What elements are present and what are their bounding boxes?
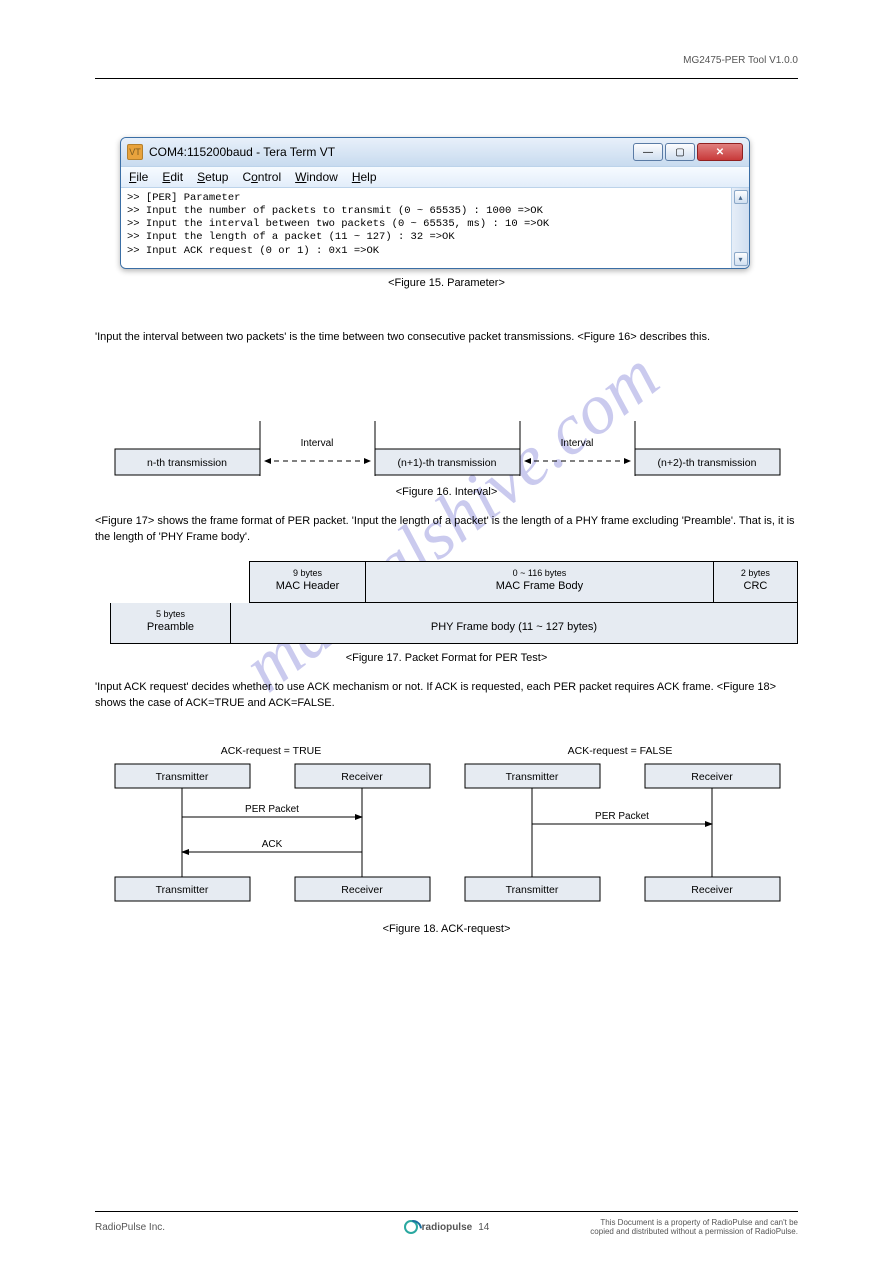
fig17-body-label: MAC Frame Body	[366, 580, 713, 592]
figure18-caption: <Figure 18. ACK-request>	[95, 923, 798, 935]
fig17-preamble: 5 bytes Preamble	[110, 603, 231, 644]
scroll-up-icon[interactable]: ▴	[734, 190, 748, 204]
fig18-r-per: PER Packet	[595, 811, 649, 822]
logo-ring-icon	[404, 1220, 418, 1234]
fig18-r-rx-top: Receiver	[691, 771, 733, 783]
menu-control[interactable]: Control	[242, 170, 281, 184]
fig17-header-bytes: 9 bytes	[250, 568, 365, 578]
fig18-l-rx-bot: Receiver	[341, 884, 383, 896]
footer-logo: radiopulse 14	[404, 1220, 490, 1234]
footer-brand: radiopulse	[422, 1222, 473, 1233]
page-footer: RadioPulse Inc. radiopulse 14 This Docum…	[95, 1211, 798, 1237]
fig17-crc-label: CRC	[714, 580, 797, 592]
menu-bar: File Edit Setup Control Window Help	[121, 166, 749, 188]
paragraph-3: 'Input ACK request' decides whether to u…	[95, 679, 798, 712]
menu-setup[interactable]: Setup	[197, 170, 228, 184]
scroll-down-icon[interactable]: ▾	[734, 252, 748, 266]
figure17-caption: <Figure 17. Packet Format for PER Test>	[95, 652, 798, 664]
fig17-preamble-label: Preamble	[111, 621, 230, 633]
fig16-interval2: Interval	[561, 438, 594, 449]
figure16-caption: <Figure 16. Interval>	[95, 486, 798, 498]
fig18-l-ack: ACK	[262, 839, 283, 850]
figure16-diagram: n-th transmission (n+1)-th transmission …	[95, 391, 798, 498]
fig16-interval1: Interval	[301, 438, 334, 449]
fig17-mac-body: 0 ~ 116 bytes MAC Frame Body	[366, 561, 714, 603]
footer-company: RadioPulse Inc.	[95, 1222, 327, 1233]
header-version: MG2475-PER Tool V1.0.0	[95, 55, 798, 66]
fig18-r-tx-bot: Transmitter	[506, 884, 559, 896]
maximize-button[interactable]: ▢	[665, 143, 695, 161]
fig17-body-bytes: 0 ~ 116 bytes	[366, 568, 713, 578]
fig17-phy-body: PHY Frame body (11 ~ 127 bytes)	[231, 603, 798, 644]
fig18-title-false: ACK-request = FALSE	[568, 745, 673, 757]
terminal-output: >> [PER] Parameter >> Input the number o…	[121, 188, 731, 268]
fig16-box1: n-th transmission	[147, 457, 227, 469]
menu-edit[interactable]: Edit	[162, 170, 183, 184]
paragraph-2: <Figure 17> shows the frame format of PE…	[95, 513, 798, 546]
fig18-r-rx-bot: Receiver	[691, 884, 733, 896]
fig16-box3: (n+2)-th transmission	[658, 457, 757, 469]
teraterm-icon: VT	[127, 144, 143, 160]
fig17-phy-label: PHY Frame body (11 ~ 127 bytes)	[231, 621, 797, 633]
fig18-l-rx-top: Receiver	[341, 771, 383, 783]
fig18-title-true: ACK-request = TRUE	[221, 745, 321, 757]
close-button[interactable]: ✕	[697, 143, 743, 161]
minimize-button[interactable]: —	[633, 143, 663, 161]
fig17-mac-header: 9 bytes MAC Header	[249, 561, 366, 603]
menu-file[interactable]: File	[129, 170, 148, 184]
figure18-diagram: ACK-request = TRUE ACK-request = FALSE T…	[95, 742, 798, 935]
teraterm-window: VT COM4:115200baud - Tera Term VT — ▢ ✕ …	[120, 137, 750, 269]
figure17-diagram: 9 bytes MAC Header 0 ~ 116 bytes MAC Fra…	[110, 561, 798, 664]
fig18-l-per: PER Packet	[245, 804, 299, 815]
window-title-bar: VT COM4:115200baud - Tera Term VT — ▢ ✕	[121, 138, 749, 166]
fig17-crc-bytes: 2 bytes	[714, 568, 797, 578]
fig16-box2: (n+1)-th transmission	[398, 457, 497, 469]
menu-help[interactable]: Help	[352, 170, 377, 184]
scrollbar[interactable]: ▴ ▾	[731, 188, 749, 268]
fig17-header-label: MAC Header	[250, 580, 365, 592]
fig18-l-tx-top: Transmitter	[156, 771, 209, 783]
footer-page-number: 14	[478, 1222, 489, 1233]
fig18-r-tx-top: Transmitter	[506, 771, 559, 783]
window-title: COM4:115200baud - Tera Term VT	[149, 145, 627, 159]
menu-window[interactable]: Window	[295, 170, 338, 184]
figure15-caption: <Figure 15. Parameter>	[95, 277, 798, 289]
footer-rights: This Document is a property of RadioPuls…	[566, 1218, 798, 1237]
paragraph-1: 'Input the interval between two packets'…	[95, 329, 798, 346]
fig17-preamble-bytes: 5 bytes	[111, 609, 230, 619]
fig18-l-tx-bot: Transmitter	[156, 884, 209, 896]
fig17-crc: 2 bytes CRC	[714, 561, 798, 603]
document-header: MG2475-PER Tool V1.0.0	[95, 55, 798, 79]
